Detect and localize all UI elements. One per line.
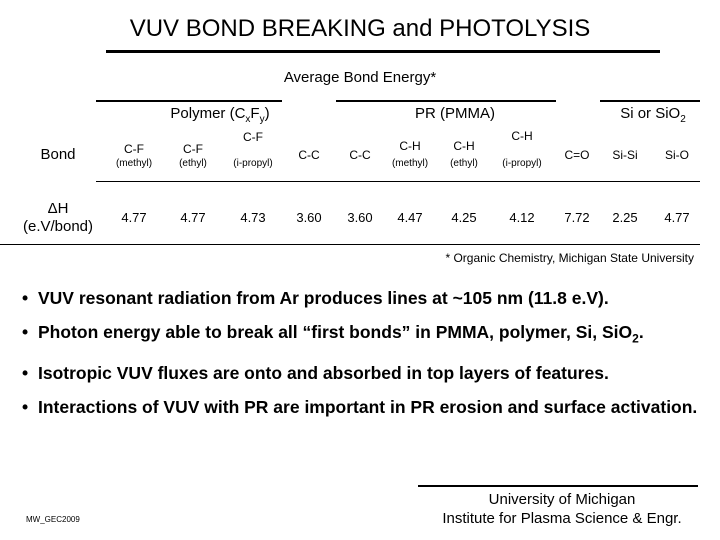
bond-cc-2: C-C — [349, 148, 371, 162]
group-header-si: Si or SiO2 — [620, 105, 686, 125]
bullet-dot-icon: • — [22, 396, 29, 417]
bullet-text: Photon energy able to break all “first b… — [38, 322, 644, 346]
table-caption: Average Bond Energy* — [283, 69, 437, 86]
dh-ch-ethyl: 4.25 — [451, 210, 477, 225]
bullet-item: • Interactions of VUV with PR are import… — [22, 396, 702, 418]
dh-cf-ipropyl: 4.73 — [240, 210, 266, 225]
dh-cf-ethyl: 4.77 — [180, 210, 206, 225]
bond-cc-1: C-C — [298, 148, 320, 162]
dh-ch-ipropyl: 4.12 — [509, 210, 535, 225]
bond-cf-ethyl-sub: (ethyl) — [179, 158, 207, 169]
group-header-polymer: Polymer (CxFy) — [170, 105, 270, 125]
bond-cf-methyl-sub: (methyl) — [115, 158, 153, 169]
bond-ch-methyl: C-H — [399, 139, 421, 153]
bullet-dot-icon: • — [22, 288, 29, 308]
dh-sisi: 2.25 — [612, 210, 638, 225]
bond-ch-ipropyl: C-H — [511, 129, 533, 143]
dh-sio: 4.77 — [664, 210, 690, 225]
bullet-item: • VUV resonant radiation from Ar produce… — [22, 287, 702, 309]
bond-ch-ethyl-sub: (ethyl) — [450, 158, 478, 169]
dh-ch-methyl: 4.47 — [397, 210, 423, 225]
bullet-text: Interactions of VUV with PR are importan… — [38, 396, 698, 417]
bullet-text: Isotropic VUV fluxes are onto and absorb… — [38, 362, 609, 383]
pmma-group-rule — [336, 100, 556, 102]
delta-h-label: ΔH — [47, 200, 69, 217]
bond-co: C=O — [564, 148, 590, 162]
presentation-id: MW_GEC2009 — [26, 515, 80, 524]
slide-title: VUV BOND BREAKING and PHOTOLYSIS — [129, 15, 591, 42]
bond-cf-ethyl: C-F — [183, 142, 203, 156]
row-label-delta-h: ΔH (e.V/bond) — [23, 200, 93, 236]
dh-co: 7.72 — [564, 210, 590, 225]
bullet-text: VUV resonant radiation from Ar produces … — [38, 288, 609, 308]
table-footnote: * Organic Chemistry, Michigan State Univ… — [445, 251, 694, 265]
bond-cf-methyl: C-F — [124, 142, 144, 156]
bullet-dot-icon: • — [22, 362, 29, 383]
polymer-group-rule — [96, 100, 282, 102]
table-bottom-rule — [0, 244, 700, 245]
group-header-pmma: PR (PMMA) — [415, 105, 495, 122]
institution-name: University of Michigan — [488, 491, 636, 508]
bond-ch-ethyl: C-H — [453, 139, 475, 153]
bullet-item: • Photon energy able to break all “first… — [22, 321, 702, 350]
institution-department: Institute for Plasma Science & Engr. — [442, 510, 682, 527]
title-underline — [106, 50, 660, 53]
bullet-item: • Isotropic VUV fluxes are onto and abso… — [22, 362, 702, 384]
bond-sisi: Si-Si — [612, 148, 638, 162]
header-rule — [96, 181, 700, 182]
bullet-dot-icon: • — [22, 322, 29, 342]
row-label-bond: Bond — [40, 146, 76, 163]
institution-block: University of Michigan Institute for Pla… — [420, 490, 704, 528]
dh-cc-2: 3.60 — [347, 210, 373, 225]
bond-sio: Si-O — [665, 148, 689, 162]
bond-ch-methyl-sub: (methyl) — [391, 158, 429, 169]
dh-cc-1: 3.60 — [296, 210, 322, 225]
institution-rule — [418, 485, 698, 487]
bond-ch-ipropyl-sub: (i-propyl) — [502, 158, 542, 169]
delta-h-unit: (e.V/bond) — [22, 218, 94, 235]
bullet-list: • VUV resonant radiation from Ar produce… — [22, 287, 702, 430]
bond-cf-ipropyl-sub: (i-propyl) — [233, 158, 273, 169]
si-group-rule — [600, 100, 700, 102]
dh-cf-methyl: 4.77 — [121, 210, 147, 225]
bond-cf-ipropyl: C-F — [243, 130, 263, 144]
